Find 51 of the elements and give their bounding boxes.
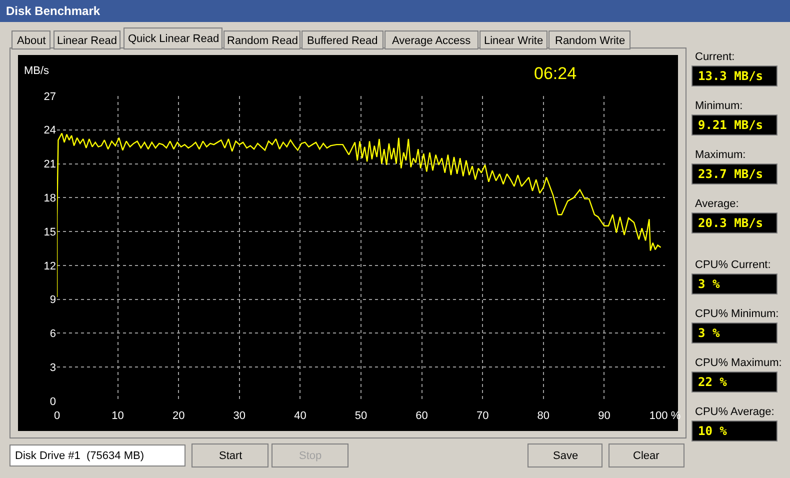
text: Clear: [633, 450, 660, 462]
y-tick-label: 9: [50, 294, 56, 306]
chart-title: Disk Benchmark: [6, 4, 100, 18]
text: Disk Drive #1 (75634 MB): [15, 450, 144, 462]
text: 13.3 MB/s: [698, 69, 764, 83]
x-tick-label: 70: [476, 410, 489, 422]
text: Current:: [695, 51, 735, 63]
y-tick-label: 15: [44, 226, 56, 238]
text: Buffered Read: [307, 35, 378, 47]
x-tick-label: 50: [354, 410, 368, 422]
line-series: [57, 132, 662, 298]
x-tick-label: 30: [233, 410, 246, 422]
text: 20.3 MB/s: [698, 216, 764, 230]
y-axis-title: MB/s: [24, 65, 50, 77]
text: Average Access: [392, 35, 472, 47]
text: CPU% Minimum:: [695, 308, 779, 320]
text: 22 %: [698, 375, 728, 389]
x-tick-label: 80: [537, 410, 550, 422]
text: Linear Read: [57, 35, 117, 47]
text: 23.7 MB/s: [698, 167, 764, 181]
y-tick-label: 24: [44, 124, 56, 137]
text: Start: [219, 450, 242, 462]
y-tick-label: 18: [44, 192, 56, 205]
text: Linear Write: [484, 35, 544, 47]
text: Random Read: [227, 35, 298, 47]
text: Quick Linear Read: [128, 33, 220, 45]
text: Maximum:: [695, 149, 746, 161]
y-tick-label: 27: [44, 90, 56, 103]
x-tick-label: 60: [416, 410, 428, 422]
text: 9.21 MB/s: [698, 118, 764, 132]
text: Save: [553, 450, 578, 462]
text: About: [17, 35, 46, 47]
text: CPU% Average:: [695, 406, 774, 418]
text: Random Write: [555, 35, 626, 47]
y-tick-label: 21: [44, 158, 56, 171]
y-tick-label: 3: [50, 362, 56, 374]
text: 3 %: [698, 277, 720, 291]
text: CPU% Current:: [695, 259, 771, 271]
x-tick-label: 40: [294, 410, 306, 422]
x-tick-label: 20: [172, 410, 185, 422]
text: 06:24: [534, 64, 577, 83]
text: 10 %: [698, 424, 728, 438]
text: 3 %: [698, 326, 720, 340]
text: Average:: [695, 198, 739, 210]
x-tick-label: 90: [598, 410, 610, 422]
y-tick-label: 0: [50, 396, 56, 408]
text: CPU% Maximum:: [695, 357, 782, 369]
x-tick-label: 10: [112, 410, 124, 422]
text: Minimum:: [695, 100, 743, 112]
y-tick-label: 6: [50, 328, 56, 340]
y-tick-label: 12: [44, 260, 56, 272]
